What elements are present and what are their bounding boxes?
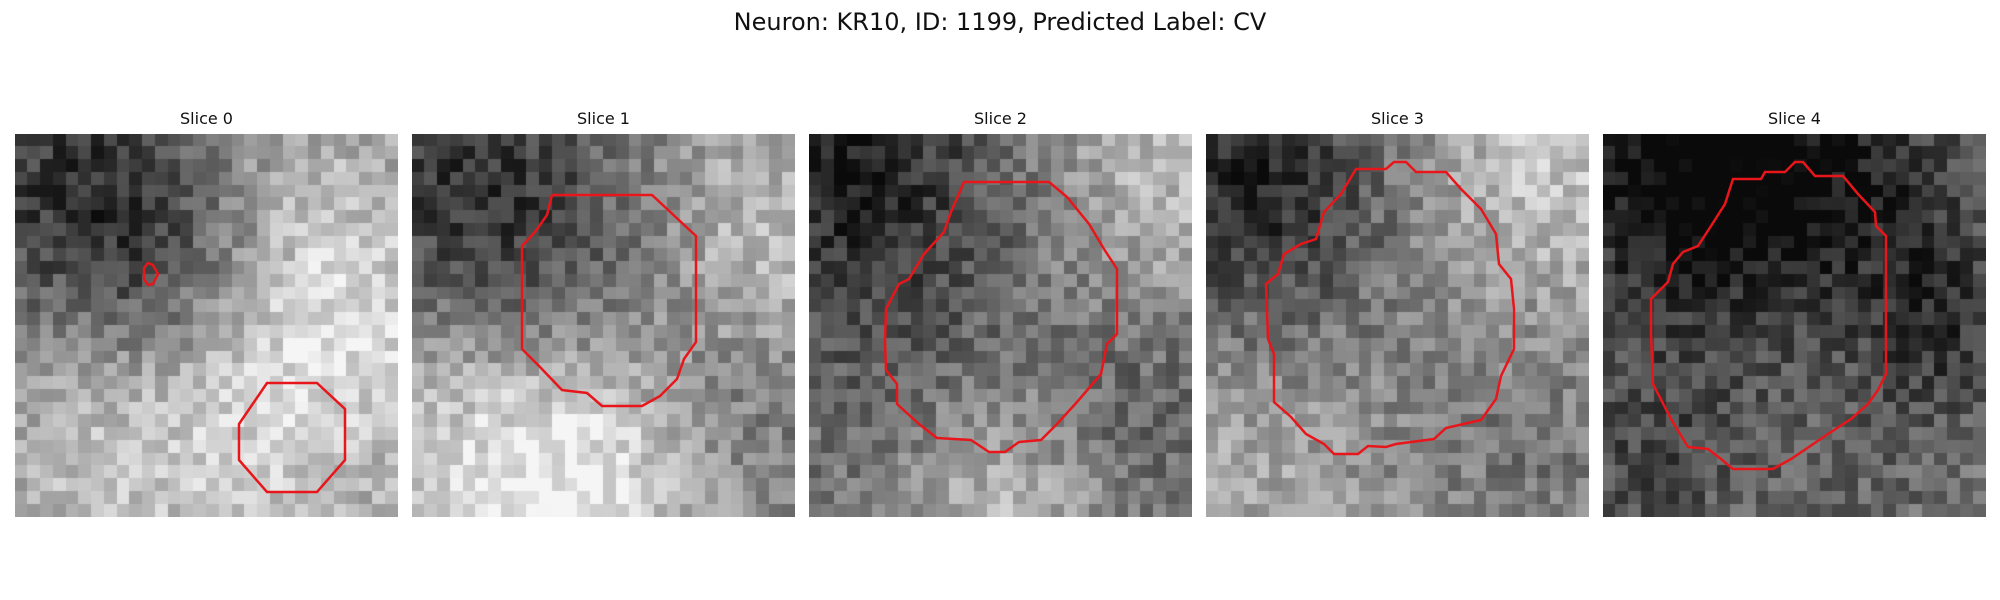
- roi-outline: [1264, 160, 1516, 456]
- roi-contour-4: [1649, 160, 1888, 471]
- slice-image-4: [1603, 134, 1986, 517]
- slice-panel-1: Slice 1: [412, 108, 795, 517]
- roi-outline: [520, 193, 698, 408]
- slice-title-1: Slice 1: [577, 109, 630, 128]
- slice-title-4: Slice 4: [1768, 109, 1821, 128]
- slice-title-2: Slice 2: [974, 109, 1027, 128]
- roi-contour-2: [883, 180, 1119, 454]
- slice-panel-0: Slice 0: [15, 108, 398, 517]
- slice-image-3: [1206, 134, 1589, 517]
- slice-image-1: [412, 134, 795, 517]
- roi-outline-small: [142, 261, 160, 287]
- slice-title-0: Slice 0: [180, 109, 233, 128]
- slice-panel-2: Slice 2: [809, 108, 1192, 517]
- slice-panel-4: Slice 4: [1603, 108, 1986, 517]
- roi-contour-3: [1264, 160, 1516, 456]
- slice-panel-3: Slice 3: [1206, 108, 1589, 517]
- roi-outline: [237, 381, 347, 494]
- roi-contour-0: [142, 261, 347, 494]
- roi-outline: [1649, 160, 1888, 471]
- figure-title: Neuron: KR10, ID: 1199, Predicted Label:…: [733, 8, 1267, 36]
- roi-contour-1: [520, 193, 698, 408]
- slice-image-0: [15, 134, 398, 517]
- roi-outline: [883, 180, 1119, 454]
- slice-title-3: Slice 3: [1371, 109, 1424, 128]
